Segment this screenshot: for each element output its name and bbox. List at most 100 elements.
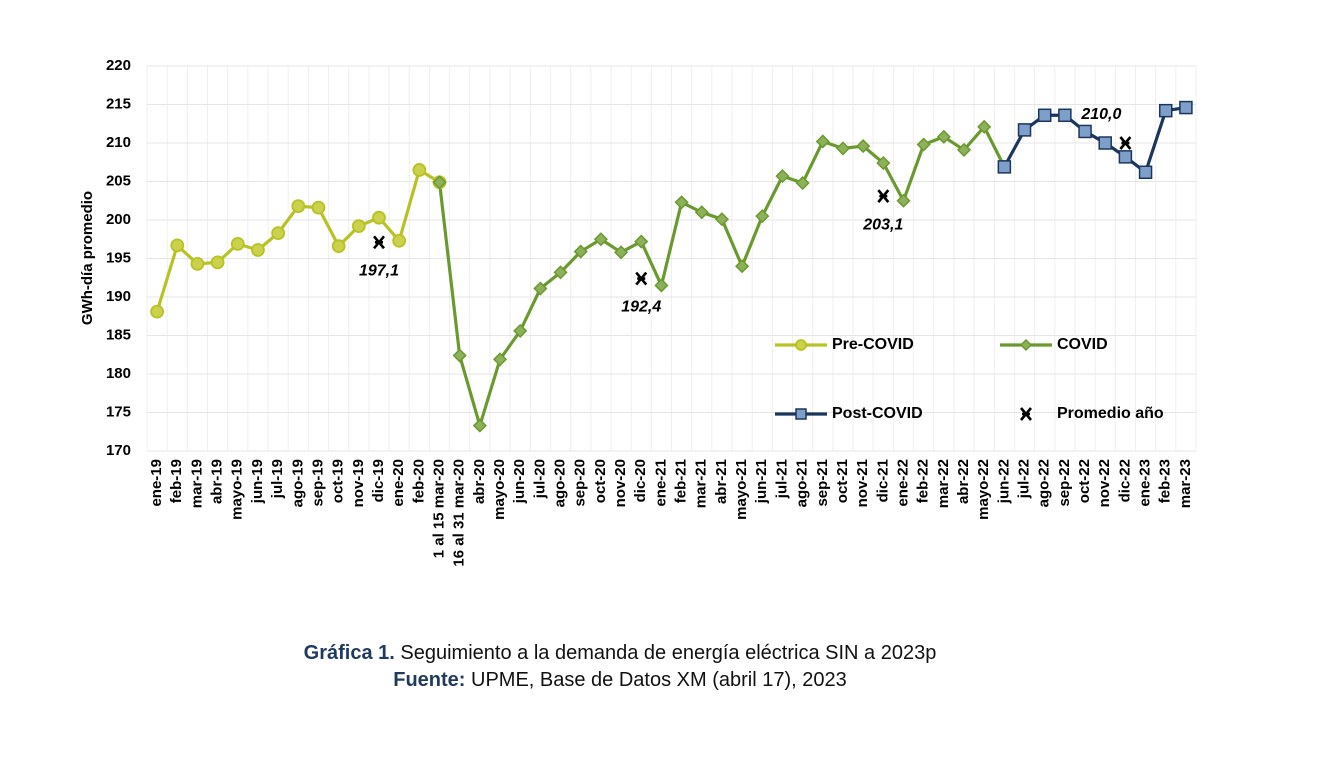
x-tick-label: jun-19 [249, 459, 266, 504]
x-tick-label: ene-19 [148, 459, 165, 507]
y-axis-label: GWh-día promedio [79, 191, 96, 325]
caption: Gráfica 1. Seguimiento a la demanda de e… [304, 642, 937, 664]
x-tick-label: feb-20 [410, 459, 427, 503]
legend-label: COVID [1057, 336, 1108, 353]
y-tick-label: 180 [106, 365, 131, 382]
x-tick-label: sep-19 [309, 459, 326, 507]
point [1179, 100, 1193, 115]
x-tick-label: feb-23 [1157, 459, 1174, 503]
x-tick-label: jun-20 [511, 459, 528, 504]
point [1138, 165, 1153, 180]
x-tick-label: abr-20 [471, 459, 488, 504]
x-tick-label: mar-21 [693, 459, 710, 508]
x-tick-label: jul-22 [1015, 459, 1032, 499]
x-tick-label: mar-19 [188, 459, 205, 508]
point [1118, 150, 1133, 164]
point [271, 226, 286, 240]
x-tick-label: ene-21 [652, 459, 669, 507]
point [876, 155, 891, 171]
point [190, 256, 205, 271]
point [553, 265, 568, 280]
x-tick-label: mar-23 [1177, 459, 1194, 508]
data-label: 197,1 [359, 263, 399, 280]
point [351, 219, 366, 234]
point [977, 119, 992, 134]
point [452, 348, 467, 363]
x-tick-label: nov-19 [350, 459, 367, 507]
legend-item: Promedio año [1020, 405, 1164, 422]
caption-label: Gráfica 1. [304, 642, 395, 664]
x-tick-label: ago-20 [552, 459, 569, 507]
legend-label: Pre-COVID [832, 336, 914, 353]
point [472, 418, 487, 433]
point [1119, 136, 1132, 150]
x-tick-label: dic-21 [874, 459, 891, 502]
x-tick-label: ene-22 [894, 459, 911, 507]
caption-text: Seguimiento a la demanda de energía eléc… [400, 642, 936, 664]
y-tick-label: 175 [106, 403, 131, 420]
y-tick-label: 210 [106, 134, 131, 151]
y-tick-label: 205 [106, 172, 131, 189]
legend-item: COVID [1000, 336, 1108, 353]
legend-item: Pre-COVID [775, 336, 914, 353]
series-line [437, 125, 1006, 428]
point [492, 352, 508, 367]
point [896, 193, 911, 208]
x-tick-label: ene-20 [390, 459, 407, 507]
x-tick-label: abr-19 [209, 459, 226, 504]
x-tick-label: sep-22 [1056, 459, 1073, 507]
point [614, 245, 629, 260]
point [997, 160, 1012, 174]
x-tick-label: jun-21 [753, 459, 770, 504]
x-tick-label: dic-19 [370, 459, 387, 502]
point [1058, 108, 1072, 123]
x-tick-label: oct-20 [592, 459, 609, 503]
legend-item: Post-COVID [775, 405, 923, 422]
source: Fuente: UPME, Base de Datos XM (abril 17… [393, 669, 847, 691]
x-tick-label: feb-21 [673, 459, 690, 503]
point [755, 209, 770, 224]
x-tick-label: 1 al 15 mar-20 [430, 459, 447, 558]
source-text: UPME, Base de Datos XM (abril 17), 2023 [471, 669, 847, 691]
x-tick-label: sep-21 [814, 459, 831, 507]
point [311, 200, 326, 215]
point [392, 233, 407, 248]
legend-marker [795, 339, 807, 351]
series-line [1002, 105, 1187, 174]
x-tick-label: mayo-22 [975, 459, 992, 520]
x-tick-label: mayo-20 [491, 459, 508, 520]
x-tick-label: mayo-21 [733, 459, 750, 520]
y-tick-label: 200 [106, 211, 131, 228]
point [815, 134, 830, 149]
point [916, 137, 931, 152]
point [1098, 136, 1112, 150]
point [170, 238, 185, 253]
point [150, 304, 164, 319]
y-tick-label: 170 [106, 442, 131, 459]
point [877, 189, 890, 203]
point [856, 139, 871, 154]
legend-label: Post-COVID [832, 405, 923, 422]
point [251, 243, 265, 257]
point [210, 255, 225, 270]
x-tick-label: dic-22 [1116, 459, 1133, 502]
x-tick-label: nov-22 [1096, 459, 1113, 507]
x-tick-label: oct-21 [834, 459, 851, 503]
y-tick-label: 195 [106, 249, 131, 266]
point [533, 281, 548, 296]
point [432, 175, 447, 190]
point [674, 195, 689, 210]
point [795, 175, 810, 191]
legend-marker [795, 408, 807, 420]
point [1158, 103, 1173, 118]
x-tick-label: oct-22 [1076, 459, 1093, 503]
x-tick-label: feb-19 [168, 459, 185, 503]
x-tick-label: mayo-19 [229, 459, 246, 520]
x-tick-label: dic-20 [632, 459, 649, 502]
x-tick-label: jun-22 [995, 459, 1012, 504]
y-tick-label: 220 [106, 57, 131, 74]
x-tick-label: ago-19 [289, 459, 306, 507]
point [635, 271, 648, 286]
data-label: 203,1 [862, 216, 903, 233]
